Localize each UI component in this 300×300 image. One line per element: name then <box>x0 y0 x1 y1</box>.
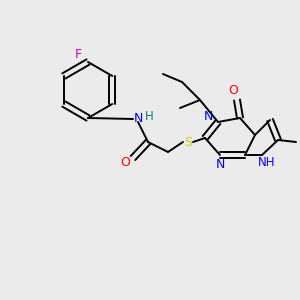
Text: N: N <box>133 112 143 125</box>
Text: N: N <box>203 110 213 124</box>
Text: O: O <box>228 83 238 97</box>
Text: H: H <box>145 110 153 122</box>
Text: F: F <box>74 49 82 62</box>
Text: S: S <box>184 136 192 148</box>
Text: N: N <box>215 158 225 170</box>
Text: NH: NH <box>258 157 276 169</box>
Text: O: O <box>120 155 130 169</box>
